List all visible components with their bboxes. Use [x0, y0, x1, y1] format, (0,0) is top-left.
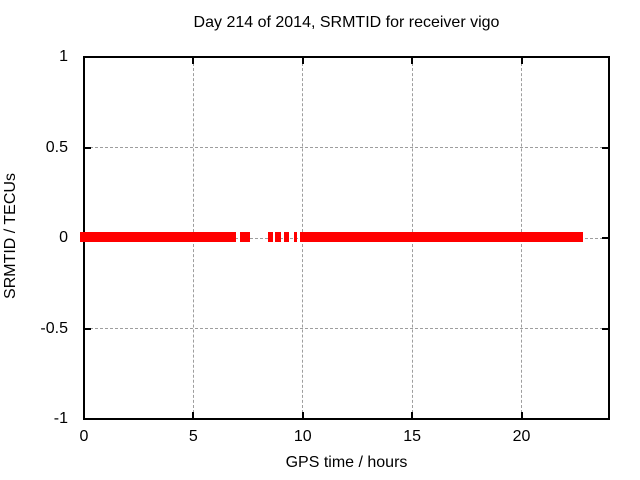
- x-tick-top: [301, 58, 304, 64]
- data-point-segment: [274, 232, 282, 242]
- x-tick-top: [520, 58, 523, 64]
- y-tick-right: [602, 237, 608, 239]
- x-tick-label: 5: [188, 428, 198, 445]
- chart-title: Day 214 of 2014, SRMTID for receiver vig…: [193, 14, 500, 31]
- x-tick-label: 10: [293, 428, 312, 445]
- y-tick-left: [85, 418, 91, 420]
- y-tick-left: [85, 327, 91, 330]
- y-tick-label: 0.5: [45, 138, 68, 156]
- data-point-segment: [267, 232, 273, 242]
- y-tick-label: -1: [53, 410, 68, 427]
- x-tick-bottom: [301, 412, 304, 418]
- x-tick-top: [192, 58, 195, 64]
- y-tick-left: [85, 146, 91, 149]
- y-tick-right: [602, 56, 608, 58]
- y-gridline: [85, 328, 608, 329]
- data-point-segment: [299, 232, 583, 242]
- y-gridline: [85, 147, 608, 148]
- y-tick-right: [602, 327, 608, 330]
- y-tick-label: -0.5: [40, 319, 68, 337]
- data-point-segment: [239, 232, 251, 242]
- x-tick-bottom: [192, 412, 195, 418]
- x-tick-bottom: [411, 412, 414, 418]
- y-tick-right: [602, 146, 608, 149]
- data-point-segment: [283, 232, 290, 242]
- y-tick-label: 1: [59, 48, 68, 65]
- x-tick-bottom: [520, 412, 523, 418]
- x-tick-label: 15: [403, 428, 422, 445]
- x-tick-top: [411, 58, 414, 64]
- x-tick-label: 0: [79, 428, 89, 445]
- x-tick-bottom: [83, 412, 85, 418]
- data-point-segment: [80, 232, 236, 242]
- y-tick-label: 0: [59, 229, 68, 246]
- x-tick-label: 20: [512, 428, 531, 445]
- x-axis-label: GPS time / hours: [285, 454, 408, 471]
- x-tick-top: [83, 58, 85, 64]
- y-tick-right: [602, 418, 608, 420]
- y-tick-left: [85, 56, 91, 58]
- data-point-segment: [293, 232, 298, 242]
